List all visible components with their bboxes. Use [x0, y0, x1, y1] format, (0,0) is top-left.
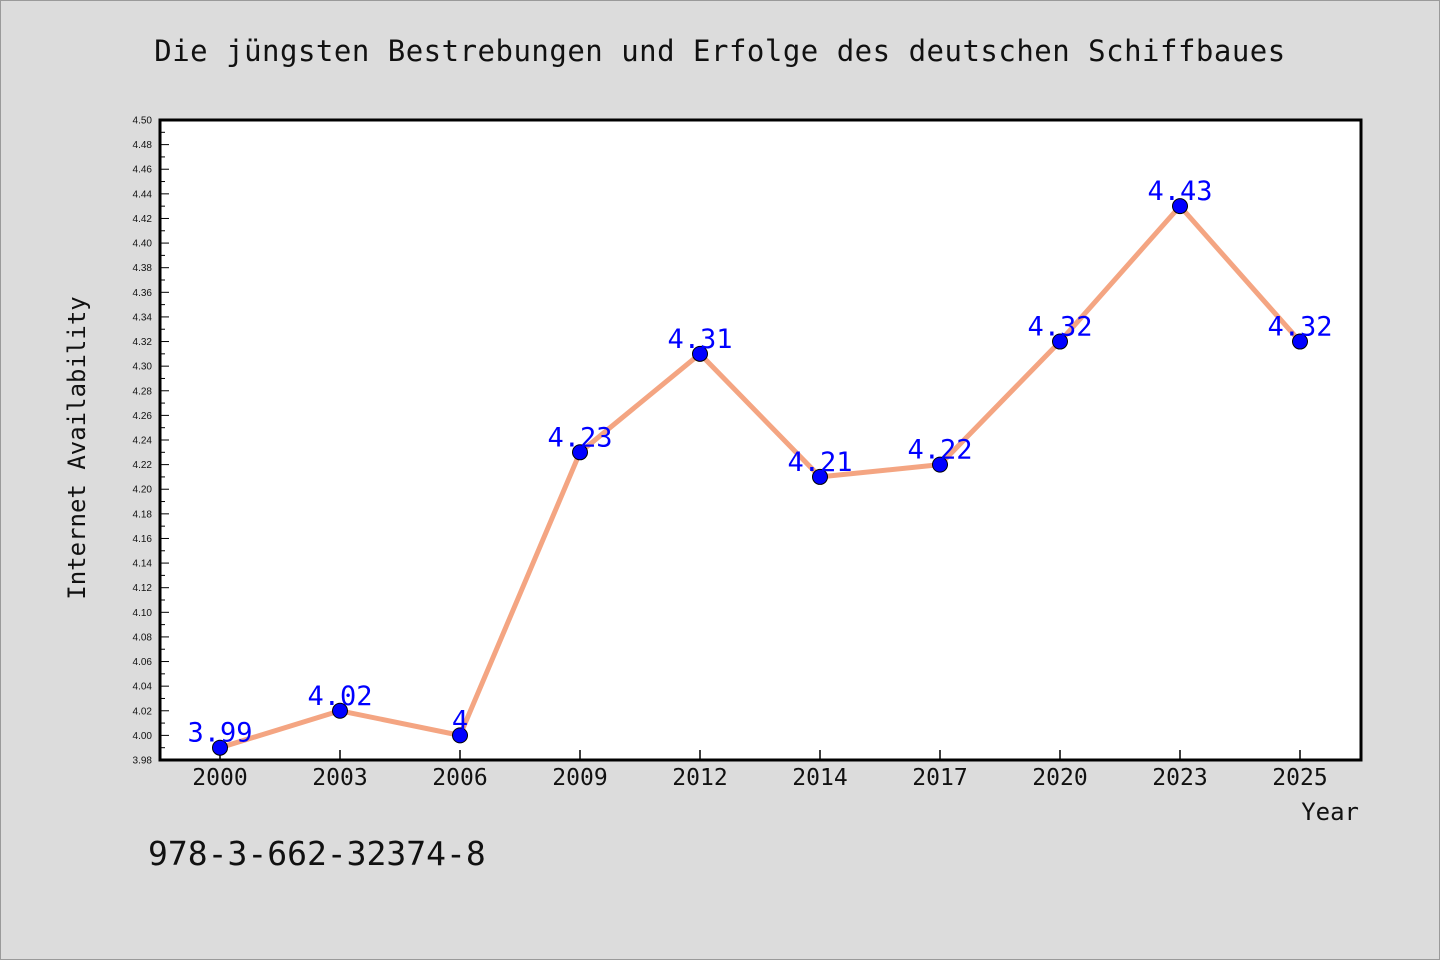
data-point [1052, 333, 1068, 350]
x-tick-label: 2020 [1032, 765, 1087, 791]
x-tick-label: 2023 [1152, 765, 1207, 791]
y-tick-label: 4.34 [133, 312, 153, 323]
data-label: 4.32 [1027, 312, 1092, 343]
x-tick-label: 2012 [672, 765, 727, 791]
y-tick-label: 4.14 [133, 559, 153, 570]
series-line [217, 203, 1303, 751]
y-tick-label: 4.32 [133, 337, 153, 348]
x-tick-label: 2014 [792, 765, 847, 791]
data-label: 4 [452, 705, 468, 736]
y-tick-label: 4.16 [133, 534, 153, 545]
y-tick-label: 4.48 [133, 140, 153, 151]
data-label: 4.32 [1267, 312, 1332, 343]
y-tick-label: 4.20 [133, 485, 153, 496]
y-tick-label: 4.46 [133, 165, 153, 176]
x-tick-label: 2003 [312, 765, 367, 791]
y-tick-label: 3.98 [133, 756, 153, 767]
y-tick-label: 4.36 [133, 288, 153, 299]
y-tick-label: 4.42 [133, 214, 153, 225]
y-tick-label: 4.50 [133, 116, 153, 127]
y-tick-label: 4.28 [133, 386, 153, 397]
y-axis: 3.98 4.00 4.02 4.04 4.06 4.08 4.10 4.12 4.14 4.16… [133, 116, 169, 767]
data-point [812, 468, 828, 485]
plot-area [158, 118, 1363, 762]
isbn-caption: 978-3-662-32374-8 [148, 834, 486, 873]
y-tick-label: 4.26 [133, 411, 153, 422]
y-tick-label: 4.38 [133, 263, 153, 274]
y-tick-label: 4.24 [133, 436, 153, 447]
x-tick-label: 2025 [1272, 765, 1327, 791]
x-tick-label: 2009 [552, 765, 607, 791]
x-tick-label: 2000 [192, 765, 247, 791]
y-tick-label: 4.02 [133, 706, 153, 717]
x-tick-label: 2017 [912, 765, 967, 791]
x-axis: 2000 2003 2006 2009 2012 2014 2017 2020 2023 2025 [192, 750, 1328, 791]
data-label: 4.21 [787, 447, 852, 478]
data-point [452, 727, 468, 744]
y-axis-title: Internet Availability [63, 296, 91, 599]
y-tick-label: 4.30 [133, 362, 153, 373]
data-point [1292, 333, 1308, 350]
data-label: 4.43 [1147, 176, 1212, 207]
x-axis-title: Year [1301, 798, 1359, 826]
data-label: 4.02 [307, 681, 372, 712]
data-label: 4.23 [547, 422, 612, 453]
y-tick-label: 4.00 [133, 731, 153, 742]
x-tick-label: 2006 [432, 765, 487, 791]
data-point [932, 456, 948, 473]
data-label: 3.99 [187, 718, 252, 749]
y-tick-label: 4.18 [133, 509, 153, 520]
y-tick-label: 4.12 [133, 583, 153, 594]
y-tick-label: 4.04 [133, 682, 153, 693]
y-tick-label: 4.44 [133, 189, 153, 200]
y-tick-label: 4.08 [133, 632, 153, 643]
data-point [692, 345, 708, 362]
y-tick-label: 4.22 [133, 460, 153, 471]
y-tick-label: 4.10 [133, 608, 153, 619]
data-point [1172, 198, 1188, 215]
data-label: 4.31 [667, 324, 732, 355]
data-point [332, 702, 348, 719]
y-tick-label: 4.40 [133, 239, 153, 250]
data-point [572, 444, 588, 461]
chart-title: Die jüngsten Bestrebungen und Erfolge de… [154, 34, 1286, 68]
y-tick-label: 4.06 [133, 657, 153, 668]
series-layer: 3.99 4.02 4 4.23 4.31 4.21 4.22 4.32 4.43 4.32 [187, 176, 1333, 756]
data-point [212, 739, 228, 756]
data-label: 4.22 [907, 435, 972, 466]
